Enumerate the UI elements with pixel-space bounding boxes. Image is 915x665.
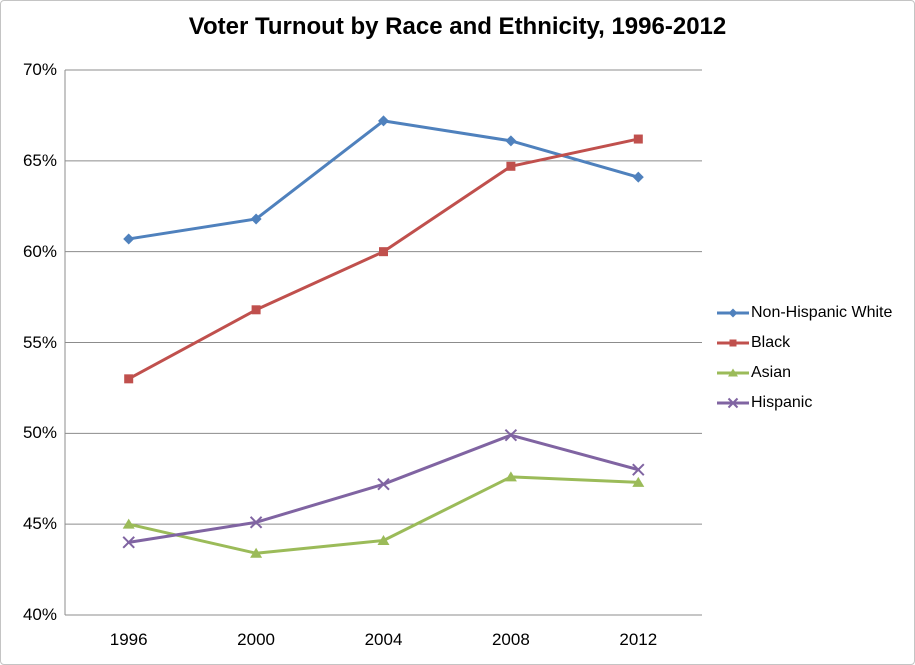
legend-marker-icon <box>717 395 749 411</box>
triangle-marker-icon <box>632 476 645 487</box>
triangle-marker-icon <box>250 547 263 558</box>
x-tick-label: 2004 <box>364 630 403 649</box>
series-line-non-hispanic-white <box>127 119 640 241</box>
y-tick-label: 40% <box>22 605 57 624</box>
x-marker-icon <box>377 477 390 491</box>
legend-label: Asian <box>751 364 792 381</box>
x-marker-icon <box>122 536 135 549</box>
diamond-marker-icon <box>123 233 135 245</box>
y-tick-label: 70% <box>22 60 57 79</box>
diamond-marker-icon <box>728 308 738 318</box>
legend-item-hispanic: Hispanic <box>717 394 892 412</box>
chart-title: Voter Turnout by Race and Ethnicity, 199… <box>188 13 727 40</box>
legend-label: Hispanic <box>751 394 813 411</box>
square-marker-icon <box>379 247 388 257</box>
x-marker-icon <box>727 397 739 409</box>
diamond-marker-icon <box>378 115 389 127</box>
triangle-marker-icon <box>728 368 738 377</box>
y-tick-label: 65% <box>22 150 57 170</box>
x-marker-icon <box>504 428 518 442</box>
diamond-marker-icon <box>632 171 644 183</box>
x-tick-label: 2000 <box>237 630 275 649</box>
legend-label: Non-Hispanic White <box>751 304 893 321</box>
legend-item-black: Black <box>717 334 892 352</box>
triangle-marker-icon <box>504 471 517 482</box>
square-marker-icon <box>124 374 134 384</box>
y-tick-label: 50% <box>22 423 57 443</box>
diamond-marker-icon <box>250 213 262 225</box>
legend-marker-icon <box>717 305 749 321</box>
series-line-hispanic <box>127 433 640 544</box>
triangle-marker-icon <box>377 535 390 546</box>
square-marker-icon <box>633 134 643 144</box>
y-tick-label: 55% <box>22 332 57 352</box>
legend-label: Black <box>751 334 791 351</box>
diamond-marker-icon <box>505 135 517 147</box>
legend-marker-icon <box>717 335 749 351</box>
legend-marker-icon <box>717 365 749 381</box>
triangle-marker-icon <box>122 518 135 529</box>
square-marker-icon <box>506 161 516 171</box>
x-tick-label: 2012 <box>619 630 658 649</box>
legend: Non-Hispanic White Black Asian Hispanic <box>717 304 892 412</box>
x-marker-icon <box>632 463 645 476</box>
square-marker-icon <box>251 305 261 315</box>
square-marker-icon <box>729 339 737 347</box>
x-tick-label: 1996 <box>109 630 148 649</box>
y-tick-label: 60% <box>22 241 57 261</box>
y-tick-label: 45% <box>22 514 57 534</box>
legend-item-asian: Asian <box>717 364 892 382</box>
x-marker-icon <box>249 516 263 529</box>
x-tick-label: 2008 <box>491 630 530 649</box>
legend-item-non-hispanic-white: Non-Hispanic White <box>717 304 892 322</box>
